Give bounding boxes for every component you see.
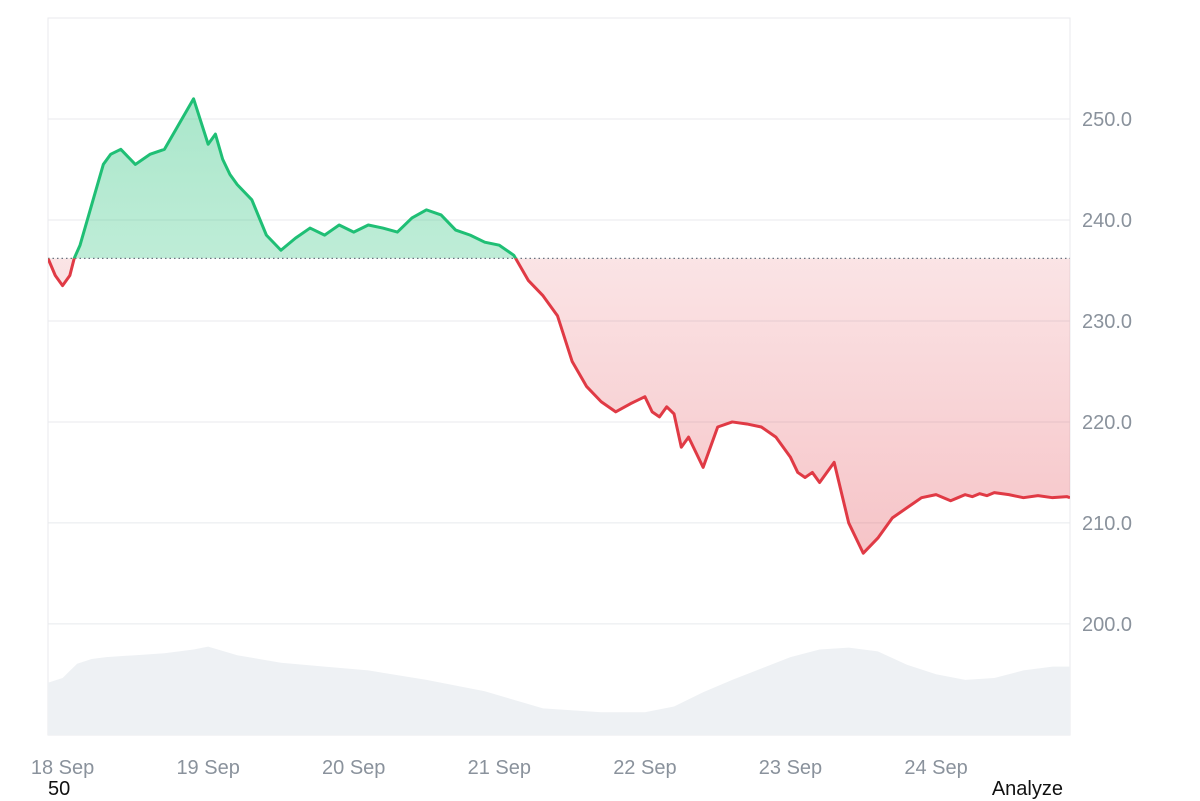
analyze-button[interactable]: Analyze <box>991 778 1063 800</box>
y-tick-label: 200.0 <box>1082 614 1132 636</box>
x-tick-label: 22 Sep <box>613 757 676 779</box>
x-tick-label: 24 Sep <box>904 757 967 779</box>
y-tick-label: 250.0 <box>1082 109 1132 131</box>
price-line-down <box>48 258 1070 555</box>
x-tick-label: 21 Sep <box>468 757 531 779</box>
y-tick-label: 240.0 <box>1082 210 1132 232</box>
area-below-baseline <box>48 258 1070 554</box>
x-tick-label: 23 Sep <box>759 757 822 779</box>
x-tick-label: 20 Sep <box>322 757 385 779</box>
volume-shape <box>48 646 1070 735</box>
footer-value: 50 <box>48 778 71 800</box>
y-axis: 200.0 210.0 220.0 230.0 240.0 250.0 <box>1082 109 1132 636</box>
price-line-up <box>48 97 518 259</box>
y-tick-label: 220.0 <box>1082 412 1132 434</box>
y-tick-label: 230.0 <box>1082 311 1132 333</box>
price-area <box>48 98 1070 554</box>
x-tick-label: 19 Sep <box>176 757 239 779</box>
x-axis: 18 Sep 19 Sep 20 Sep 21 Sep 22 Sep 23 Sep 24 S… <box>31 757 968 779</box>
y-tick-label: 210.0 <box>1082 513 1132 535</box>
x-tick-label: 18 Sep <box>31 757 94 779</box>
volume-area <box>48 646 1070 735</box>
price-line <box>48 97 1070 555</box>
area-above-baseline <box>48 98 1070 259</box>
